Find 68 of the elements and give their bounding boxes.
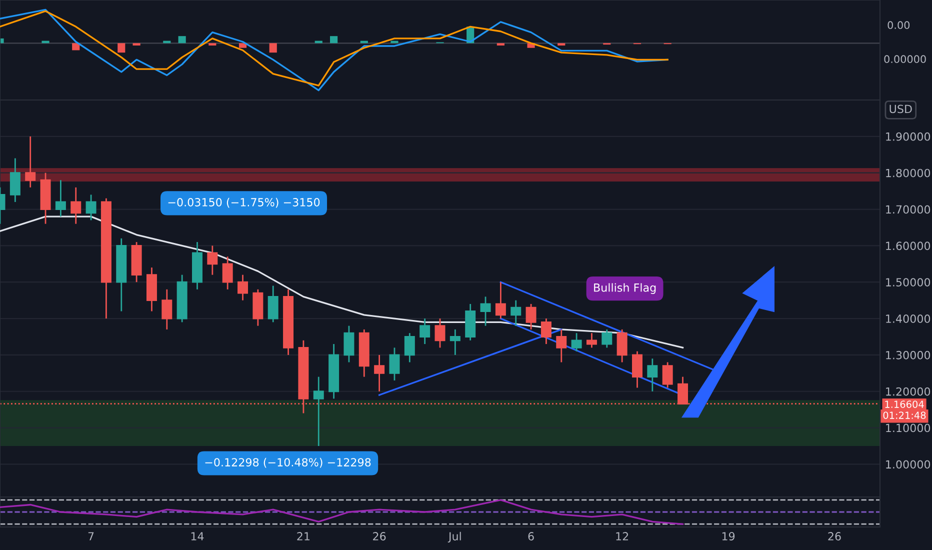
x-tick-label: 7 <box>88 532 94 540</box>
text: 01:21:48 <box>883 412 926 419</box>
x-tick-label: 19 <box>722 532 735 540</box>
candlestick <box>602 328 612 348</box>
candlestick <box>70 186 82 225</box>
y-tick-label: 1.40000 <box>886 314 930 323</box>
bar <box>118 43 126 53</box>
y-tick-label: 1.70000 <box>886 205 930 214</box>
candlestick <box>434 318 446 348</box>
candlestick <box>420 318 430 345</box>
candlestick <box>55 179 66 218</box>
x-tick-label: 14 <box>191 532 204 540</box>
bar <box>558 43 566 46</box>
bar <box>132 43 140 46</box>
candlestick <box>404 332 415 363</box>
bar <box>269 43 277 53</box>
y-tick-label: 1.80000 <box>886 168 930 178</box>
annotation: −0.12298 (−10.48%) −12298 <box>205 458 371 468</box>
candlestick <box>450 328 460 356</box>
bar <box>72 43 80 50</box>
x-tick-label: 6 <box>528 532 534 540</box>
ref-line-label: 1.16604 <box>885 400 924 408</box>
candlestick <box>25 136 36 188</box>
candlestick <box>632 350 642 388</box>
x-tick-label: Jul <box>448 532 461 543</box>
annotation: Bullish Flag <box>594 283 656 294</box>
text: USD <box>890 104 912 114</box>
candlestick <box>510 300 522 327</box>
x-tick-label: 26 <box>828 532 841 540</box>
bar <box>330 36 338 44</box>
candlestick <box>480 296 491 327</box>
candlestick <box>238 274 248 302</box>
text: 0.00000 <box>884 55 926 64</box>
y-tick-label: 1.20000 <box>886 387 930 396</box>
candlestick <box>389 346 400 382</box>
x-tick-label: 21 <box>297 532 310 540</box>
bar <box>178 36 186 44</box>
candlestick <box>586 332 597 348</box>
annotation: −0.03150 (−1.75%) −3150 <box>168 198 320 208</box>
y-tick-label: 1.10000 <box>886 424 930 432</box>
y-tick-label: 1.00000 <box>886 460 930 469</box>
candlestick <box>571 332 582 352</box>
candlestick <box>313 376 324 447</box>
y-tick-label: 1.90000 <box>886 132 930 141</box>
candlestick <box>344 325 354 363</box>
candlestick <box>647 358 658 392</box>
candlestick <box>10 158 20 203</box>
y-tick-label: 1.30000 <box>886 350 930 360</box>
candlestick <box>374 354 385 392</box>
candlestick <box>268 285 278 323</box>
candlestick <box>86 194 96 221</box>
candlestick <box>662 362 673 388</box>
bar <box>208 43 216 46</box>
candlestick <box>222 256 233 290</box>
candlestick <box>526 303 536 330</box>
candlestick <box>162 288 172 330</box>
candlestick <box>207 244 218 276</box>
candlestick <box>616 328 628 363</box>
y-tick-label: 1.50000 <box>886 278 930 286</box>
bar <box>238 43 247 48</box>
bar <box>496 43 504 46</box>
candlestick <box>556 328 567 363</box>
text: 0.00 <box>888 21 910 30</box>
candlestick <box>540 318 552 345</box>
x-tick-label: 26 <box>373 532 386 540</box>
y-tick-label: 1.60000 <box>886 242 930 250</box>
x-tick-label: 12 <box>616 532 628 540</box>
candlestick <box>495 281 506 320</box>
